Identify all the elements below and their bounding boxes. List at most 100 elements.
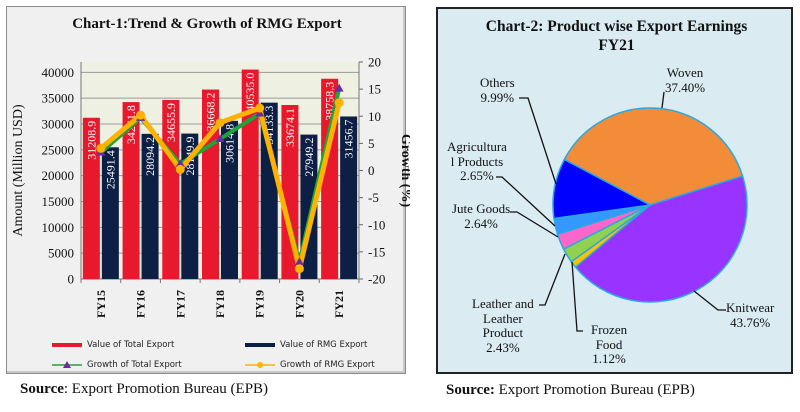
marker-growth-total: [294, 257, 304, 266]
bar-total: [82, 117, 100, 279]
bar-data-label: 40535.0: [243, 73, 257, 112]
bar-rmg: [141, 133, 159, 279]
marker-growth-rmg: [215, 118, 225, 128]
legend-label-growth-total: Growth of Total Export: [87, 360, 182, 370]
y2-tick-label: -15: [368, 244, 385, 259]
pie-label-leather-name2: Leather: [483, 310, 523, 326]
pie-label-others-value: 9.99%: [480, 89, 515, 105]
x-tick-label: FY15: [94, 290, 108, 318]
chart2-source: Source: Export Promotion Bureau (EPB): [446, 382, 695, 399]
pie-label-others-name: Others: [480, 75, 515, 90]
bar-data-label: 31208.9: [84, 121, 98, 160]
bar-rmg: [101, 147, 119, 279]
chart1-plot: 0 5000 10000 15000 20000 25000 30000 35000 40000…: [11, 55, 410, 319]
marker-growth-rmg: [334, 98, 344, 108]
pie-label-leather-value: 2.43%: [486, 339, 520, 355]
chart2-title: Chart-2: Product wise Export Earnings FY…: [438, 17, 795, 55]
pie-label-frozen-name1: Frozen: [591, 322, 628, 337]
legend-swatch-total-export: [52, 343, 82, 347]
x-tick-label: FY21: [332, 290, 346, 318]
y-tick-label: 10000: [42, 220, 75, 235]
bar-rmg: [221, 120, 238, 279]
legend-swatch-growth-total: [52, 361, 82, 368]
y-tick-label: 15000: [42, 194, 75, 209]
pie-label-others: Others 9.99%: [480, 75, 515, 105]
pie-label-woven-value: 37.40%: [665, 79, 706, 95]
y-tick-label: 30000: [42, 117, 75, 132]
pie-label-leather: Leather and Leather Product 2.43%: [472, 296, 534, 355]
chart2-source-label: Source:: [446, 382, 495, 398]
bar-data-label: 36668.2: [204, 93, 218, 132]
y2-tick-label: -10: [368, 217, 385, 232]
chart2-title-line2: FY21: [598, 37, 635, 54]
chart1-source-label: Source: [20, 381, 64, 397]
marker-growth-total: [334, 83, 344, 92]
y2-tick-label: 20: [368, 55, 381, 70]
pie-label-woven-name: Woven: [666, 65, 704, 80]
bar-rmg: [260, 102, 278, 279]
marker-growth-rmg: [294, 264, 304, 274]
bar-rmg: [181, 133, 199, 279]
x-tick-label: FY16: [134, 290, 148, 318]
pie-label-jute-name: Jute Goods: [452, 201, 511, 216]
y-tick-label: 0: [68, 272, 75, 287]
chart1-source-text: : Export Promotion Bureau (EPB): [63, 381, 269, 397]
x-tick-label: FY17: [173, 290, 187, 318]
y2-tick-label: -5: [368, 190, 379, 205]
legend-item-growth-total: Growth of Total Export: [52, 360, 182, 370]
pie-label-woven: Woven 37.40%: [665, 65, 706, 95]
legend-swatch-growth-rmg: [245, 362, 275, 368]
x-tick-label: FY20: [292, 290, 306, 318]
bar-data-label: 31456.7: [342, 119, 356, 158]
chart1-title: Chart-1:Trend & Growth of RMG Export: [72, 16, 342, 32]
bar-data-label: 33674.1: [283, 108, 297, 147]
marker-growth-total: [175, 158, 185, 167]
x-tick-label: FY19: [253, 290, 267, 318]
pie-label-agri-name1: Agricultura: [447, 139, 507, 154]
y2-tick-label: 15: [368, 82, 381, 97]
marker-growth-rmg: [96, 143, 106, 153]
chart2-source-text: Export Promotion Bureau (EPB): [494, 382, 695, 398]
y2-tick-label: -20: [368, 272, 385, 287]
legend-label-total-export: Value of Total Export: [87, 340, 175, 350]
bar-total: [162, 99, 180, 279]
pie-label-frozen: Frozen Food 1.12%: [591, 322, 628, 367]
legend-label-growth-rmg: Growth of RMG Export: [280, 360, 375, 370]
pie-label-jute-value: 2.64%: [464, 215, 498, 231]
chart2-title-line1: Chart-2: Product wise Export Earnings: [485, 18, 748, 35]
marker-growth-total: [215, 134, 225, 143]
marker-growth-rmg: [136, 110, 146, 120]
bar-data-label: 28094.2: [143, 137, 157, 176]
pie-label-agri-name2: l Products: [450, 153, 504, 169]
y2-axis-title: Growth (%): [398, 134, 410, 208]
legend-swatch-rmg-export: [245, 343, 275, 347]
pie-label-frozen-value: 1.12%: [592, 351, 626, 366]
pie-label-knitwear-name: Knitwear: [726, 300, 775, 315]
legend-item-total-export: Value of Total Export: [52, 340, 174, 350]
legend-item-rmg-export: Value of RMG Export: [245, 340, 367, 350]
y-axis-title: Amount (Million USD): [11, 104, 26, 237]
chart1-source: Source: Export Promotion Bureau (EPB): [20, 381, 268, 398]
y2-tick-label: 0: [368, 163, 375, 178]
y-tick-label: 5000: [48, 246, 74, 261]
x-tick-label: FY18: [213, 290, 227, 318]
marker-growth-rmg: [255, 103, 265, 113]
y-tick-label: 20000: [42, 168, 75, 183]
pie-label-agri: Agricultura l Products 2.65%: [447, 139, 507, 184]
pie-label-frozen-name2: Food: [595, 336, 623, 352]
bar-total: [122, 102, 140, 279]
pie-label-knitwear: Knitwear 43.76%: [726, 300, 775, 330]
bar-data-label: 34655.9: [164, 103, 178, 142]
y-tick-label: 35000: [42, 91, 75, 106]
bar-data-label: 27949.2: [302, 138, 316, 177]
pie-label-leather-name3: Product: [482, 325, 524, 340]
bar-data-label: 25491.4: [103, 150, 117, 189]
y-tick-label: 40000: [42, 65, 75, 80]
y-tick-label: 25000: [42, 142, 75, 157]
y2-tick-label: 10: [368, 109, 381, 124]
pie-label-agri-value: 2.65%: [460, 168, 494, 183]
bar-rmg: [340, 116, 358, 279]
y2-tick-label: 5: [368, 136, 375, 151]
legend-item-growth-rmg: Growth of RMG Export: [245, 360, 375, 370]
pie-label-knitwear-value: 43.76%: [730, 314, 771, 330]
